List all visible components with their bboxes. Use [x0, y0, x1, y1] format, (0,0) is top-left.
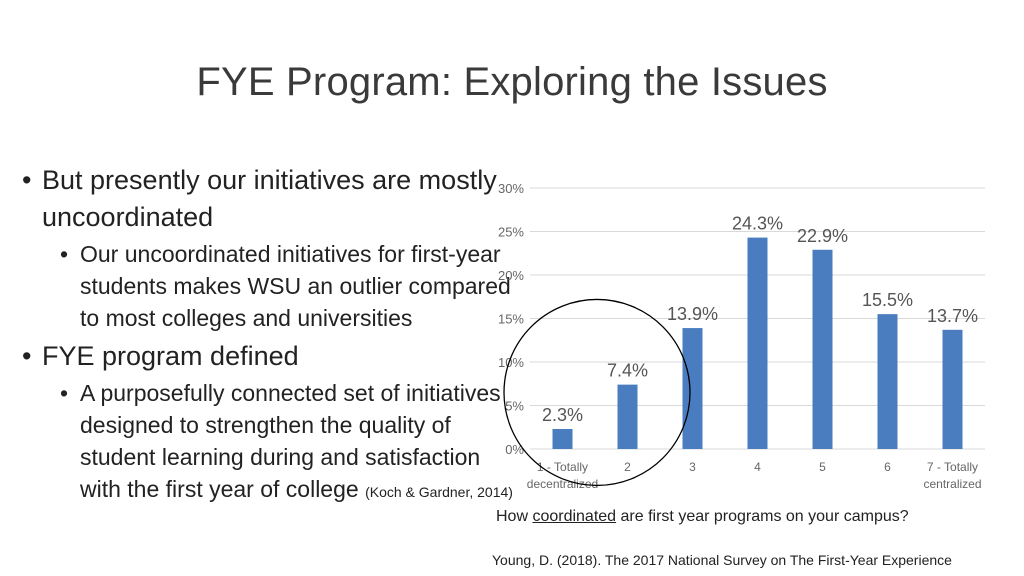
caption-suffix: are first year programs on your campus?: [616, 508, 909, 525]
x-tick-label: 7 - Totally centralized: [923, 460, 981, 491]
data-label: 7.4%: [607, 361, 648, 381]
citation: (Koch & Gardner, 2014): [365, 484, 513, 500]
bullet-text: FYE program defined: [42, 341, 299, 371]
sub-bullet-item: Our uncoordinated initiatives for first-…: [42, 238, 522, 334]
bullet-text: But presently our initiatives are mostly…: [42, 165, 497, 232]
x-tick-label: 1 - Totally decentralized: [527, 460, 598, 491]
source-citation: Young, D. (2018). The 2017 National Surv…: [492, 552, 952, 568]
y-tick-label: 25%: [498, 225, 524, 240]
data-label: 15.5%: [862, 290, 913, 310]
y-tick-label: 30%: [498, 181, 524, 196]
sub-bullet-list: A purposefully connected set of initiati…: [42, 377, 522, 508]
bar-chart-svg: 0% 5% 10% 15% 20% 25% 30% 2.3% 1 - Totally decent…: [498, 181, 985, 491]
bullet-item: FYE program defined A purposefully conne…: [22, 338, 522, 508]
y-tick-label: 15%: [498, 312, 524, 327]
caption-prefix: How: [496, 508, 533, 525]
slide-title: FYE Program: Exploring the Issues: [196, 60, 828, 104]
data-label: 13.7%: [927, 306, 978, 326]
sub-bullet-list: Our uncoordinated initiatives for first-…: [42, 238, 522, 334]
x-tick-label-line: centralized: [923, 477, 981, 491]
x-tick-label-line: 3: [689, 460, 696, 474]
bar: [552, 428, 573, 449]
bar: [812, 249, 833, 449]
data-label: 2.3%: [542, 405, 583, 425]
x-tick-label: 6: [884, 460, 891, 474]
sub-bullet-text: Our uncoordinated initiatives for first-…: [80, 241, 511, 331]
sub-bullet-item: A purposefully connected set of initiati…: [42, 377, 522, 508]
bullet-list: But presently our initiatives are mostly…: [22, 158, 522, 508]
bar: [747, 237, 768, 449]
x-tick-label-line: decentralized: [527, 477, 598, 491]
x-tick-label-line: 6: [884, 460, 891, 474]
x-tick-label-line: 7 - Totally: [927, 460, 978, 474]
x-tick-label: 3: [689, 460, 696, 474]
annotation-circle: [503, 298, 691, 487]
bar: [877, 314, 898, 449]
bar: [942, 329, 963, 449]
y-tick-label: 0%: [505, 442, 524, 457]
x-tick-label-line: 1 - Totally: [537, 460, 588, 474]
bullet-item: But presently our initiatives are mostly…: [22, 162, 522, 334]
x-tick-label: 5: [819, 460, 826, 474]
x-tick-label-line: 5: [819, 460, 826, 474]
chart-caption: How coordinated are first year programs …: [496, 508, 909, 526]
y-tick-label: 20%: [498, 268, 524, 283]
data-label: 13.9%: [667, 304, 718, 324]
bar: [682, 328, 703, 449]
y-tick-label: 5%: [505, 399, 524, 414]
y-tick-label: 10%: [498, 355, 524, 370]
bar-chart: 0% 5% 10% 15% 20% 25% 30% 2.3% 1 - Totally decent…: [490, 168, 1000, 506]
data-label: 24.3%: [732, 214, 783, 234]
data-label: 22.9%: [797, 226, 848, 246]
bar: [617, 384, 638, 449]
x-tick-label: 2: [624, 460, 631, 474]
caption-underlined-word: coordinated: [532, 508, 617, 525]
x-tick-label: 4: [754, 460, 761, 474]
x-tick-label-line: 2: [624, 460, 631, 474]
x-tick-label-line: 4: [754, 460, 761, 474]
sub-bullet-text: A purposefully connected set of initiati…: [80, 380, 501, 502]
